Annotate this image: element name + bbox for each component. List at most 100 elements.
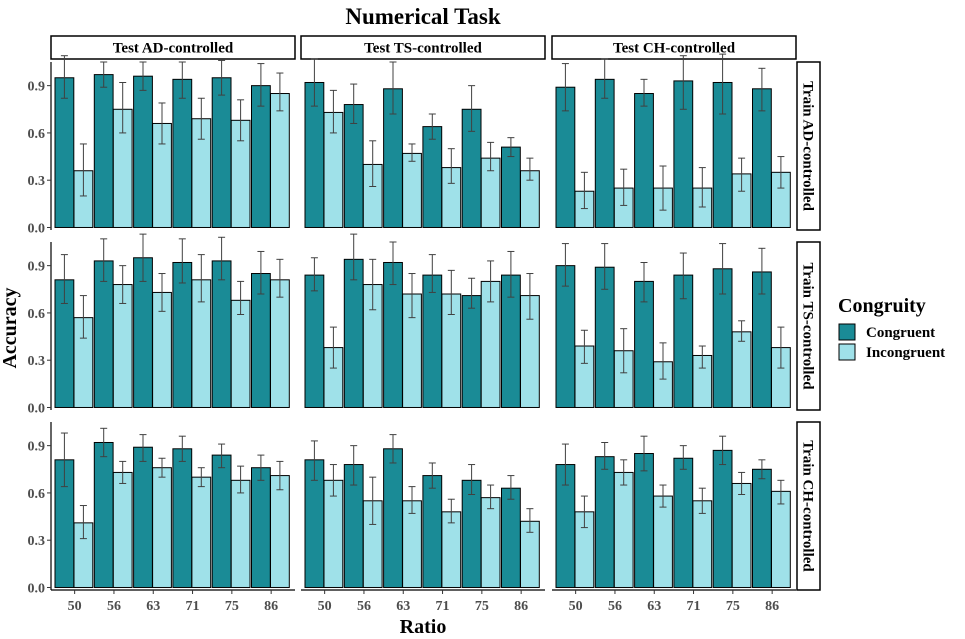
bar-congruent xyxy=(93,74,114,228)
bar-congruent xyxy=(304,274,325,408)
bar-congruent xyxy=(251,85,271,228)
bar-congruent xyxy=(501,146,521,228)
bar-congruent xyxy=(594,456,615,588)
y-tick-label: 0.3 xyxy=(28,354,46,369)
bar-incongruent xyxy=(270,279,290,408)
bar-congruent xyxy=(461,295,482,408)
x-tick-label: 56 xyxy=(107,599,121,614)
bar-congruent xyxy=(673,457,694,588)
bar-congruent xyxy=(712,449,733,588)
bar-congruent xyxy=(54,77,75,228)
bar-congruent xyxy=(93,260,114,408)
bar-incongruent xyxy=(771,490,791,588)
bar-incongruent xyxy=(480,497,501,588)
bar-congruent xyxy=(555,265,576,408)
facet-strip-col-label: Test AD-controlled xyxy=(113,41,234,57)
bar-congruent xyxy=(422,475,443,588)
x-axis-title: Ratio xyxy=(400,616,447,638)
facet-strip-col-label: Test TS-controlled xyxy=(364,41,482,57)
y-tick-label: 0.6 xyxy=(28,487,46,502)
bar-incongruent xyxy=(230,299,251,408)
x-tick-label: 50 xyxy=(318,599,332,614)
legend-label-congruent: Congruent xyxy=(866,325,935,341)
legend-swatch-congruent xyxy=(838,323,856,341)
y-tick-label: 0.9 xyxy=(28,260,46,275)
bar-congruent xyxy=(634,93,654,228)
bar-congruent xyxy=(422,274,443,408)
bar-congruent xyxy=(383,448,403,588)
bar-congruent xyxy=(343,258,364,408)
y-axis-title: Accuracy xyxy=(0,287,21,368)
x-tick-label: 75 xyxy=(225,599,239,614)
bar-congruent xyxy=(211,77,232,228)
bar-incongruent xyxy=(613,471,634,588)
y-tick-label: 0.0 xyxy=(28,581,46,596)
x-tick-label: 63 xyxy=(647,599,661,614)
x-tick-label: 63 xyxy=(146,599,160,614)
bar-incongruent xyxy=(731,331,752,408)
legend-label-incongruent: Incongruent xyxy=(866,345,945,361)
chart-title: Numerical Task xyxy=(345,4,500,29)
y-tick-label: 0.9 xyxy=(28,80,46,95)
x-tick-label: 50 xyxy=(569,599,583,614)
facet-strip-row xyxy=(796,61,821,231)
facet-strip-col-label: Test CH-controlled xyxy=(613,41,736,57)
y-tick-label: 0.9 xyxy=(28,440,46,455)
x-tick-label: 50 xyxy=(68,599,82,614)
y-tick-label: 0.6 xyxy=(28,127,46,142)
bar-incongruent xyxy=(731,482,752,588)
bar-congruent xyxy=(461,479,482,588)
x-tick-label: 56 xyxy=(357,599,371,614)
bar-congruent xyxy=(251,467,271,588)
x-tick-label: 75 xyxy=(475,599,489,614)
facet-strip-col xyxy=(551,35,797,60)
bar-congruent xyxy=(133,446,153,588)
facet-strip-row-label: Train CH-controlled xyxy=(800,440,816,572)
y-tick-label: 0.3 xyxy=(28,174,46,189)
facet-strip-row-label: Train TS-controlled xyxy=(800,262,816,390)
bar-congruent xyxy=(172,261,193,408)
bar-congruent xyxy=(634,453,654,588)
bar-congruent xyxy=(133,75,153,228)
bar-congruent xyxy=(172,78,193,228)
bar-incongruent xyxy=(270,93,290,228)
bar-congruent xyxy=(172,448,193,588)
x-tick-label: 71 xyxy=(186,599,200,614)
bar-congruent xyxy=(501,487,521,588)
bar-congruent xyxy=(93,441,114,588)
bar-congruent xyxy=(211,260,232,408)
x-tick-label: 86 xyxy=(765,599,779,614)
bar-congruent xyxy=(594,78,615,228)
facet-strip-row xyxy=(796,421,821,591)
x-tick-label: 56 xyxy=(608,599,622,614)
panels-layer: Test AD-controlled Test TS-controlled Test… xyxy=(28,35,821,614)
y-tick-label: 0.0 xyxy=(28,401,46,416)
legend: Congruity Congruent Incongruent xyxy=(838,295,945,361)
facet-strip-row xyxy=(796,241,821,411)
x-tick-label: 63 xyxy=(396,599,410,614)
x-tick-label: 86 xyxy=(514,599,528,614)
bar-incongruent xyxy=(270,475,290,588)
bar-incongruent xyxy=(230,479,251,588)
y-tick-label: 0.3 xyxy=(28,534,46,549)
bar-incongruent xyxy=(152,467,172,588)
facet-strip-row-label: Train AD-controlled xyxy=(800,81,816,212)
bar-congruent xyxy=(752,468,772,588)
x-tick-label: 86 xyxy=(264,599,278,614)
bar-incongruent xyxy=(112,471,133,588)
x-tick-label: 75 xyxy=(726,599,740,614)
legend-title: Congruity xyxy=(838,295,926,317)
y-tick-label: 0.6 xyxy=(28,307,46,322)
x-tick-label: 71 xyxy=(436,599,450,614)
bar-congruent xyxy=(422,126,443,228)
bar-congruent xyxy=(211,454,232,588)
facet-strip-col xyxy=(50,35,296,60)
bar-incongruent xyxy=(402,152,422,228)
bar-incongruent xyxy=(653,495,673,588)
x-tick-label: 71 xyxy=(687,599,701,614)
facet-strip-col xyxy=(300,35,546,60)
y-tick-label: 0.0 xyxy=(28,221,46,236)
legend-swatch-incongruent xyxy=(838,343,856,361)
bar-incongruent xyxy=(191,476,212,588)
